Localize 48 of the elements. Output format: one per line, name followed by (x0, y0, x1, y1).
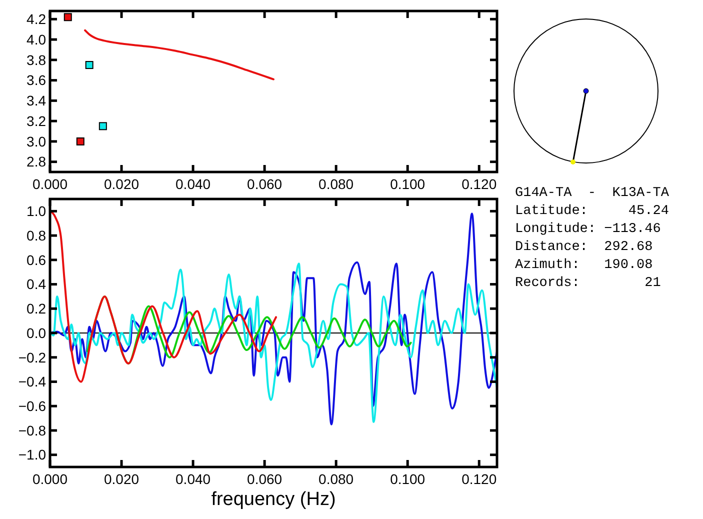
y-tick-label: 3.6 (26, 72, 46, 88)
x-tick-label: 0.120 (462, 471, 497, 487)
line-series (49, 210, 278, 383)
y-tick-label: 4.2 (26, 11, 46, 28)
x-tick-label: 0.000 (32, 471, 68, 487)
line-series (49, 212, 498, 426)
y-tick-label: −1.0 (18, 446, 46, 463)
line-series (84, 29, 274, 80)
y-tick-label: 4.0 (26, 31, 46, 48)
y-tick-label: −0.6 (18, 398, 46, 414)
y-tick-label: 2.8 (26, 154, 46, 170)
text: Azimuth: 190.08 (515, 258, 653, 273)
y-tick-label: −0.4 (18, 374, 46, 390)
text: Distance: 292.68 (515, 240, 653, 255)
x-tick-label: 0.020 (104, 176, 140, 192)
y-tick-label: 1.0 (26, 203, 46, 220)
text: G14A-TA - K13A-TA (515, 186, 670, 201)
point (98, 122, 107, 130)
y-tick-label: 3.8 (26, 52, 46, 68)
x-tick-label: 0.000 (32, 176, 68, 192)
x-tick-label: 0.020 (104, 471, 140, 487)
x-tick-label: 0.040 (176, 176, 211, 192)
x-axis-title: frequency (Hz) (211, 489, 336, 510)
x-tick-label: 0.060 (247, 176, 282, 192)
y-tick-label: 3.0 (26, 133, 46, 150)
point (64, 13, 72, 22)
text: Longitude: −113.46 (515, 222, 661, 237)
y-tick-label: 0.0 (26, 324, 46, 341)
point (76, 137, 84, 146)
y-tick-label: 0.8 (26, 227, 46, 244)
point (85, 61, 94, 70)
x-tick-label: 0.100 (390, 471, 426, 487)
x-tick-label: 0.060 (247, 471, 282, 487)
y-tick-label: −0.8 (18, 422, 46, 438)
x-tick-label: 0.080 (318, 176, 354, 192)
x-tick-label: 0.120 (462, 176, 497, 192)
y-tick-label: 3.2 (26, 112, 46, 129)
y-tick-label: 0.2 (26, 300, 46, 317)
y-tick-label: 0.6 (26, 252, 46, 268)
line-series (49, 262, 498, 423)
text: Records: 21 (515, 276, 661, 291)
y-tick-label: 3.4 (26, 92, 46, 109)
x-tick-label: 0.040 (176, 471, 211, 487)
x-tick-label: 0.100 (390, 176, 426, 192)
text: Latitude: 45.24 (515, 204, 669, 219)
y-tick-label: 0.4 (26, 276, 46, 292)
x-tick-label: 0.080 (318, 471, 354, 487)
y-tick-label: −0.2 (18, 349, 46, 366)
